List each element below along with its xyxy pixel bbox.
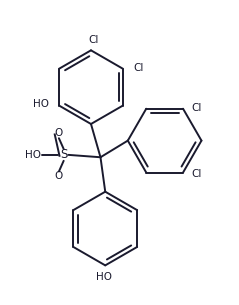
Text: HO: HO — [33, 99, 49, 109]
Text: O: O — [55, 171, 63, 181]
Text: HO: HO — [25, 150, 41, 160]
Text: Cl: Cl — [191, 169, 201, 179]
Text: Cl: Cl — [191, 102, 201, 113]
Text: Cl: Cl — [88, 35, 98, 45]
Text: O: O — [55, 128, 63, 138]
Text: HO: HO — [96, 272, 112, 282]
Text: S: S — [60, 148, 67, 161]
Text: Cl: Cl — [133, 63, 143, 73]
